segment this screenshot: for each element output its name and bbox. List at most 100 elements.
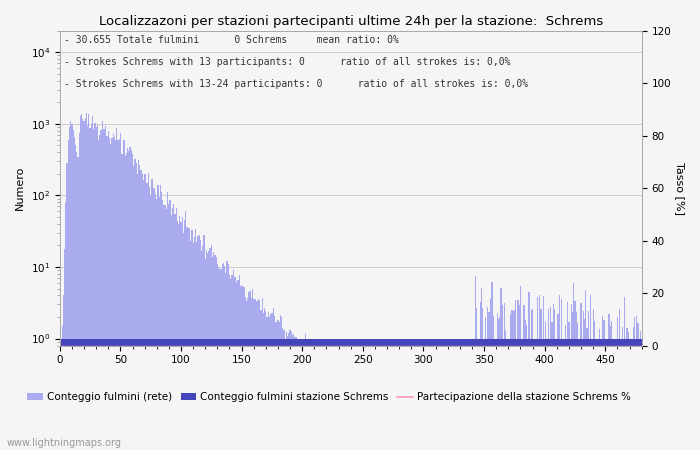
Bar xyxy=(480,302,481,450)
Bar xyxy=(622,338,623,450)
Bar xyxy=(248,292,249,450)
Bar xyxy=(631,338,633,450)
Bar xyxy=(167,338,168,450)
Bar xyxy=(468,338,469,450)
Bar xyxy=(511,310,512,450)
Bar xyxy=(293,334,294,450)
Bar xyxy=(228,338,229,450)
Bar xyxy=(473,338,474,450)
Bar xyxy=(634,318,635,450)
Bar xyxy=(62,326,63,450)
Bar xyxy=(479,338,480,450)
Bar xyxy=(486,338,487,450)
Bar xyxy=(550,338,552,450)
Bar xyxy=(570,338,572,450)
Bar xyxy=(349,338,350,450)
Bar xyxy=(630,338,631,450)
Bar xyxy=(330,338,332,450)
Bar xyxy=(510,338,511,450)
Bar xyxy=(105,338,106,450)
Bar xyxy=(169,200,171,450)
Bar xyxy=(470,338,471,450)
Bar xyxy=(520,286,521,450)
Bar xyxy=(396,338,398,450)
Bar xyxy=(184,338,186,450)
Bar xyxy=(477,338,479,450)
Bar xyxy=(484,317,486,450)
Bar xyxy=(615,338,617,450)
Bar xyxy=(143,180,144,450)
Bar xyxy=(178,338,179,450)
Bar xyxy=(177,221,178,450)
Bar xyxy=(610,321,612,450)
Bar xyxy=(447,338,448,450)
Bar xyxy=(281,317,282,450)
Bar xyxy=(567,338,568,450)
Bar xyxy=(487,338,489,450)
Bar xyxy=(528,292,529,450)
Bar xyxy=(195,230,196,450)
Bar xyxy=(366,338,367,450)
Partecipazione della stazione Schrems % xyxy=(302,343,310,348)
Bar xyxy=(294,338,295,450)
Bar xyxy=(525,338,526,450)
Bar xyxy=(391,338,393,450)
Bar xyxy=(282,328,284,450)
Bar xyxy=(603,320,605,450)
Bar xyxy=(502,305,503,450)
Bar xyxy=(77,158,78,450)
Bar xyxy=(441,338,442,450)
Bar xyxy=(333,338,335,450)
Bar xyxy=(520,338,521,450)
Bar xyxy=(99,338,100,450)
Bar xyxy=(288,333,290,450)
Bar xyxy=(284,338,285,450)
Bar xyxy=(231,338,232,450)
Bar xyxy=(354,338,355,450)
Bar xyxy=(302,338,303,450)
Bar xyxy=(108,338,109,450)
Bar xyxy=(542,338,544,450)
Bar xyxy=(561,299,562,450)
Bar xyxy=(294,338,295,450)
Bar xyxy=(463,338,464,450)
Bar xyxy=(333,338,335,450)
Bar xyxy=(444,338,446,450)
Bar xyxy=(596,338,597,450)
Bar xyxy=(555,338,556,450)
Bar xyxy=(577,323,578,450)
Bar xyxy=(386,338,388,450)
Bar xyxy=(169,338,171,450)
Bar xyxy=(237,338,239,450)
Bar xyxy=(78,134,80,450)
Bar xyxy=(249,291,251,450)
Bar xyxy=(494,338,496,450)
Bar xyxy=(373,338,374,450)
Bar xyxy=(402,338,403,450)
Bar xyxy=(282,338,284,450)
Bar xyxy=(598,328,600,450)
Bar xyxy=(235,338,236,450)
Bar xyxy=(570,304,572,450)
Bar xyxy=(162,199,163,450)
Bar xyxy=(538,338,539,450)
Bar xyxy=(640,338,641,450)
Bar xyxy=(82,119,83,450)
Bar xyxy=(240,338,241,450)
Bar xyxy=(633,328,634,450)
Bar xyxy=(587,328,588,450)
Bar xyxy=(365,338,366,450)
Bar xyxy=(64,249,65,450)
Bar xyxy=(325,338,326,450)
Bar xyxy=(64,338,65,450)
Bar xyxy=(411,338,412,450)
Bar xyxy=(499,317,500,450)
Partecipazione della stazione Schrems % xyxy=(57,343,65,348)
Bar xyxy=(626,338,628,450)
Bar xyxy=(179,338,181,450)
Bar xyxy=(264,308,265,450)
Bar xyxy=(148,338,149,450)
Bar xyxy=(270,338,272,450)
Bar xyxy=(480,338,481,450)
Bar xyxy=(113,338,115,450)
